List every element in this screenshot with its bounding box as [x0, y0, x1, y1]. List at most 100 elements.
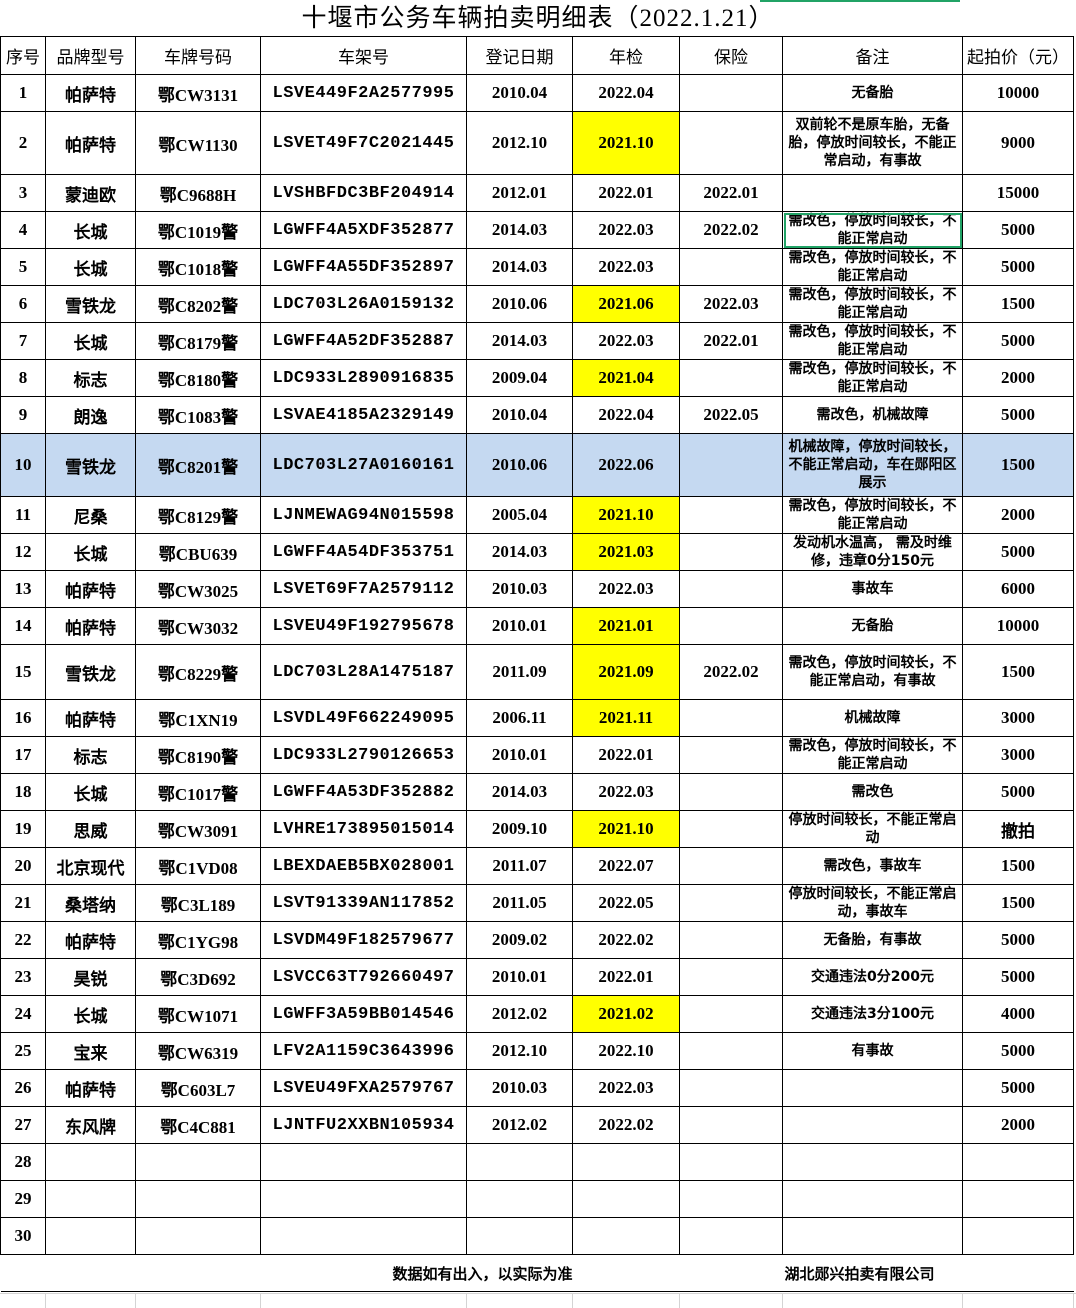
no-cell[interactable]: 5 — [0, 248, 46, 286]
vin-cell[interactable]: LDC703L28A1475187 — [260, 644, 467, 700]
insurance-cell[interactable] — [679, 699, 783, 737]
reg-date-cell[interactable] — [466, 1180, 573, 1218]
vin-cell[interactable]: LSVAE4185A2329149 — [260, 396, 467, 434]
notes-cell[interactable]: 事故车 — [782, 570, 963, 608]
notes-cell[interactable]: 无备胎 — [782, 74, 963, 112]
reg-date-cell[interactable]: 2010.01 — [466, 607, 573, 645]
inspection-cell[interactable]: 2021.02 — [572, 995, 680, 1033]
footer-empty-cell[interactable] — [572, 1254, 783, 1292]
plate-cell[interactable]: 鄂C603L7 — [135, 1069, 261, 1107]
insurance-cell[interactable] — [679, 570, 783, 608]
inspection-cell[interactable]: 2022.01 — [572, 736, 680, 774]
price-cell[interactable]: 3000 — [962, 736, 1074, 774]
notes-cell[interactable]: 无备胎 — [782, 607, 963, 645]
insurance-cell[interactable] — [679, 1180, 783, 1218]
brand-cell[interactable]: 雪铁龙 — [45, 285, 136, 323]
reg-date-cell[interactable]: 2012.10 — [466, 111, 573, 175]
reg-date-cell[interactable]: 2014.03 — [466, 248, 573, 286]
price-cell[interactable]: 2000 — [962, 1106, 1074, 1144]
plate-cell[interactable] — [135, 1180, 261, 1218]
inspection-cell[interactable]: 2021.01 — [572, 607, 680, 645]
inspection-cell[interactable] — [572, 1180, 680, 1218]
vin-cell[interactable]: LGWFF4A54DF353751 — [260, 533, 467, 571]
price-cell[interactable]: 5000 — [962, 958, 1074, 996]
reg-date-cell[interactable]: 2011.05 — [466, 884, 573, 922]
price-cell[interactable] — [962, 1217, 1074, 1255]
insurance-cell[interactable]: 2022.03 — [679, 285, 783, 323]
plate-cell[interactable]: 鄂CW3091 — [135, 810, 261, 848]
reg-date-cell[interactable]: 2010.04 — [466, 74, 573, 112]
reg-date-cell[interactable]: 2011.07 — [466, 847, 573, 885]
reg-date-cell[interactable]: 2009.04 — [466, 359, 573, 397]
vin-cell[interactable]: LDC703L26A0159132 — [260, 285, 467, 323]
notes-cell[interactable]: 需改色，停放时间较长，不能正常启动 — [782, 736, 963, 774]
brand-cell[interactable]: 昊锐 — [45, 958, 136, 996]
inspection-cell[interactable]: 2022.03 — [572, 211, 680, 249]
no-cell[interactable]: 6 — [0, 285, 46, 323]
no-cell[interactable]: 7 — [0, 322, 46, 360]
insurance-cell[interactable] — [679, 773, 783, 811]
price-cell[interactable] — [962, 1143, 1074, 1181]
vin-cell[interactable]: LGWFF4A52DF352887 — [260, 322, 467, 360]
inspection-cell[interactable]: 2021.04 — [572, 359, 680, 397]
inspection-cell[interactable]: 2021.11 — [572, 699, 680, 737]
notes-cell[interactable] — [782, 1217, 963, 1255]
price-cell[interactable]: 9000 — [962, 111, 1074, 175]
vin-cell[interactable]: LSVE449F2A2577995 — [260, 74, 467, 112]
notes-cell[interactable]: 需改色，停放时间较长，不能正常启动 — [782, 211, 963, 249]
inspection-cell[interactable]: 2021.10 — [572, 111, 680, 175]
reg-date-cell[interactable]: 2009.10 — [466, 810, 573, 848]
no-cell[interactable]: 2 — [0, 111, 46, 175]
price-cell[interactable]: 5000 — [962, 1032, 1074, 1070]
reg-date-cell[interactable]: 2014.03 — [466, 322, 573, 360]
notes-cell[interactable]: 机械故障 — [782, 699, 963, 737]
plate-cell[interactable]: 鄂CW1130 — [135, 111, 261, 175]
brand-cell[interactable]: 长城 — [45, 322, 136, 360]
insurance-cell[interactable] — [679, 533, 783, 571]
notes-cell[interactable]: 需改色，停放时间较长，不能正常启动，有事故 — [782, 644, 963, 700]
inspection-cell[interactable]: 2022.03 — [572, 322, 680, 360]
price-cell[interactable]: 6000 — [962, 570, 1074, 608]
price-cell[interactable]: 2000 — [962, 496, 1074, 534]
header-reg-date[interactable]: 登记日期 — [466, 36, 573, 75]
inspection-cell[interactable]: 2021.09 — [572, 644, 680, 700]
vin-cell[interactable]: LVSHBFDC3BF204914 — [260, 174, 467, 212]
vin-cell[interactable]: LSVET69F7A2579112 — [260, 570, 467, 608]
no-cell[interactable]: 3 — [0, 174, 46, 212]
insurance-cell[interactable] — [679, 1069, 783, 1107]
price-cell[interactable]: 5000 — [962, 396, 1074, 434]
brand-cell[interactable]: 长城 — [45, 248, 136, 286]
no-cell[interactable]: 10 — [0, 433, 46, 497]
inspection-cell[interactable]: 2022.07 — [572, 847, 680, 885]
notes-cell[interactable]: 需改色，停放时间较长，不能正常启动 — [782, 285, 963, 323]
plate-cell[interactable]: 鄂C1018警 — [135, 248, 261, 286]
plate-cell[interactable]: 鄂C8129警 — [135, 496, 261, 534]
vin-cell[interactable]: LGWFF4A5XDF352877 — [260, 211, 467, 249]
notes-cell[interactable]: 双前轮不是原车胎，无备胎，停放时间较长，不能正常启动，有事故 — [782, 111, 963, 175]
brand-cell[interactable]: 东风牌 — [45, 1106, 136, 1144]
brand-cell[interactable]: 帕萨特 — [45, 570, 136, 608]
reg-date-cell[interactable]: 2010.01 — [466, 958, 573, 996]
reg-date-cell[interactable]: 2014.03 — [466, 533, 573, 571]
brand-cell[interactable]: 雪铁龙 — [45, 644, 136, 700]
notes-cell[interactable] — [782, 174, 963, 212]
price-cell[interactable]: 1500 — [962, 884, 1074, 922]
reg-date-cell[interactable]: 2014.03 — [466, 773, 573, 811]
reg-date-cell[interactable] — [466, 1217, 573, 1255]
insurance-cell[interactable] — [679, 995, 783, 1033]
notes-cell[interactable]: 停放时间较长，不能正常启动，事故车 — [782, 884, 963, 922]
insurance-cell[interactable] — [679, 496, 783, 534]
header-no[interactable]: 序号 — [0, 36, 46, 75]
reg-date-cell[interactable]: 2010.06 — [466, 433, 573, 497]
notes-cell[interactable]: 停放时间较长，不能正常启动 — [782, 810, 963, 848]
vin-cell[interactable]: LSVEU49FXA2579767 — [260, 1069, 467, 1107]
reg-date-cell[interactable]: 2006.11 — [466, 699, 573, 737]
inspection-cell[interactable]: 2021.06 — [572, 285, 680, 323]
inspection-cell[interactable] — [572, 1143, 680, 1181]
no-cell[interactable]: 13 — [0, 570, 46, 608]
price-cell[interactable]: 5000 — [962, 533, 1074, 571]
inspection-cell[interactable]: 2022.06 — [572, 433, 680, 497]
notes-cell[interactable] — [782, 1143, 963, 1181]
no-cell[interactable]: 29 — [0, 1180, 46, 1218]
vin-cell[interactable]: LGWFF4A55DF352897 — [260, 248, 467, 286]
